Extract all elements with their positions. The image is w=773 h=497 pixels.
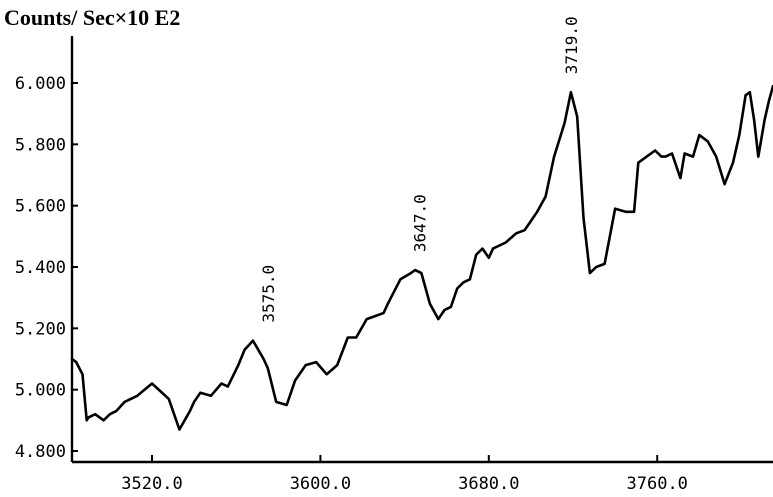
y-tick-label: 4.800 xyxy=(15,442,66,462)
y-tick-label: 5.400 xyxy=(15,258,66,278)
axes xyxy=(70,36,773,464)
peak-annotations: 3575.0 3647.0 3719.0 xyxy=(259,16,581,322)
y-tick-label: 5.200 xyxy=(15,319,66,339)
x-tick-label: 3760.0 xyxy=(627,474,688,494)
y-tick-label: 6.000 xyxy=(15,74,66,94)
series-line xyxy=(70,84,773,431)
y-tick-label: 5.000 xyxy=(15,381,66,401)
y-tick-label: 5.800 xyxy=(15,135,66,155)
x-tick-label: 3680.0 xyxy=(458,474,519,494)
ticks: 4.800 5.000 5.200 5.400 5.600 5.800 6.000 3520.… xyxy=(15,74,688,494)
peak-label: 3575.0 xyxy=(259,265,278,323)
x-tick-label: 3600.0 xyxy=(290,474,351,494)
y-tick-label: 5.600 xyxy=(15,197,66,217)
y-axis-label: Counts/ Sec×10 E2 xyxy=(4,5,180,30)
peak-label: 3647.0 xyxy=(410,194,429,252)
peak-label: 3719.0 xyxy=(562,16,581,74)
x-tick-label: 3520.0 xyxy=(121,474,182,494)
